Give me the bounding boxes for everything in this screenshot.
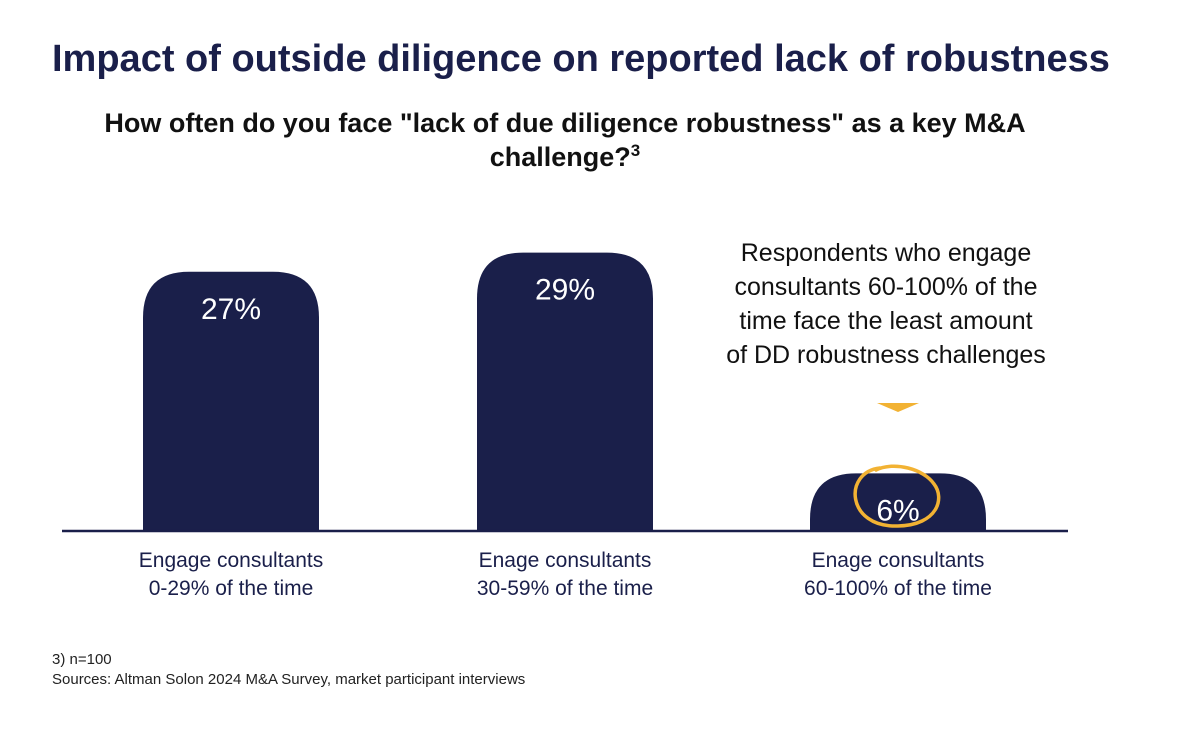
callout-line: time face the least amount	[739, 307, 1033, 335]
callout-line: consultants 60-100% of the	[734, 273, 1038, 301]
footnote-sample-size: 3) n=100	[52, 651, 112, 668]
footnotes: 3) n=100 Sources: Altman Solon 2024 M&A …	[52, 650, 525, 690]
bar-value-label: 29%	[535, 274, 595, 307]
category-label: Engage consultants	[139, 549, 323, 572]
callout-arrow-icon	[877, 403, 919, 412]
callout-line: Respondents who engage	[740, 239, 1032, 267]
bar-value-label: 6%	[876, 494, 919, 527]
bar	[143, 271, 319, 531]
subtitle-text: How often do you face "lack of due dilig…	[104, 108, 1026, 172]
bar	[477, 252, 653, 531]
category-label: Enage consultants	[812, 549, 985, 572]
category-label: Enage consultants	[479, 549, 652, 572]
chart-title: Impact of outside diligence on reported …	[52, 38, 1110, 80]
chart-subtitle: How often do you face "lack of due dilig…	[100, 106, 1030, 174]
footnote-sources: Sources: Altman Solon 2024 M&A Survey, m…	[52, 671, 526, 688]
subtitle-footnote-ref: 3	[630, 141, 641, 160]
callout-line: of DD robustness challenges	[726, 341, 1046, 369]
bar-value-label: 27%	[201, 293, 261, 326]
category-label: 0-29% of the time	[149, 577, 314, 600]
category-label: 60-100% of the time	[804, 577, 992, 600]
callout-text: Respondents who engage consultants 60-10…	[690, 236, 1082, 372]
bar	[810, 473, 986, 531]
category-label: 30-59% of the time	[477, 577, 653, 600]
highlight-circle	[853, 464, 941, 528]
